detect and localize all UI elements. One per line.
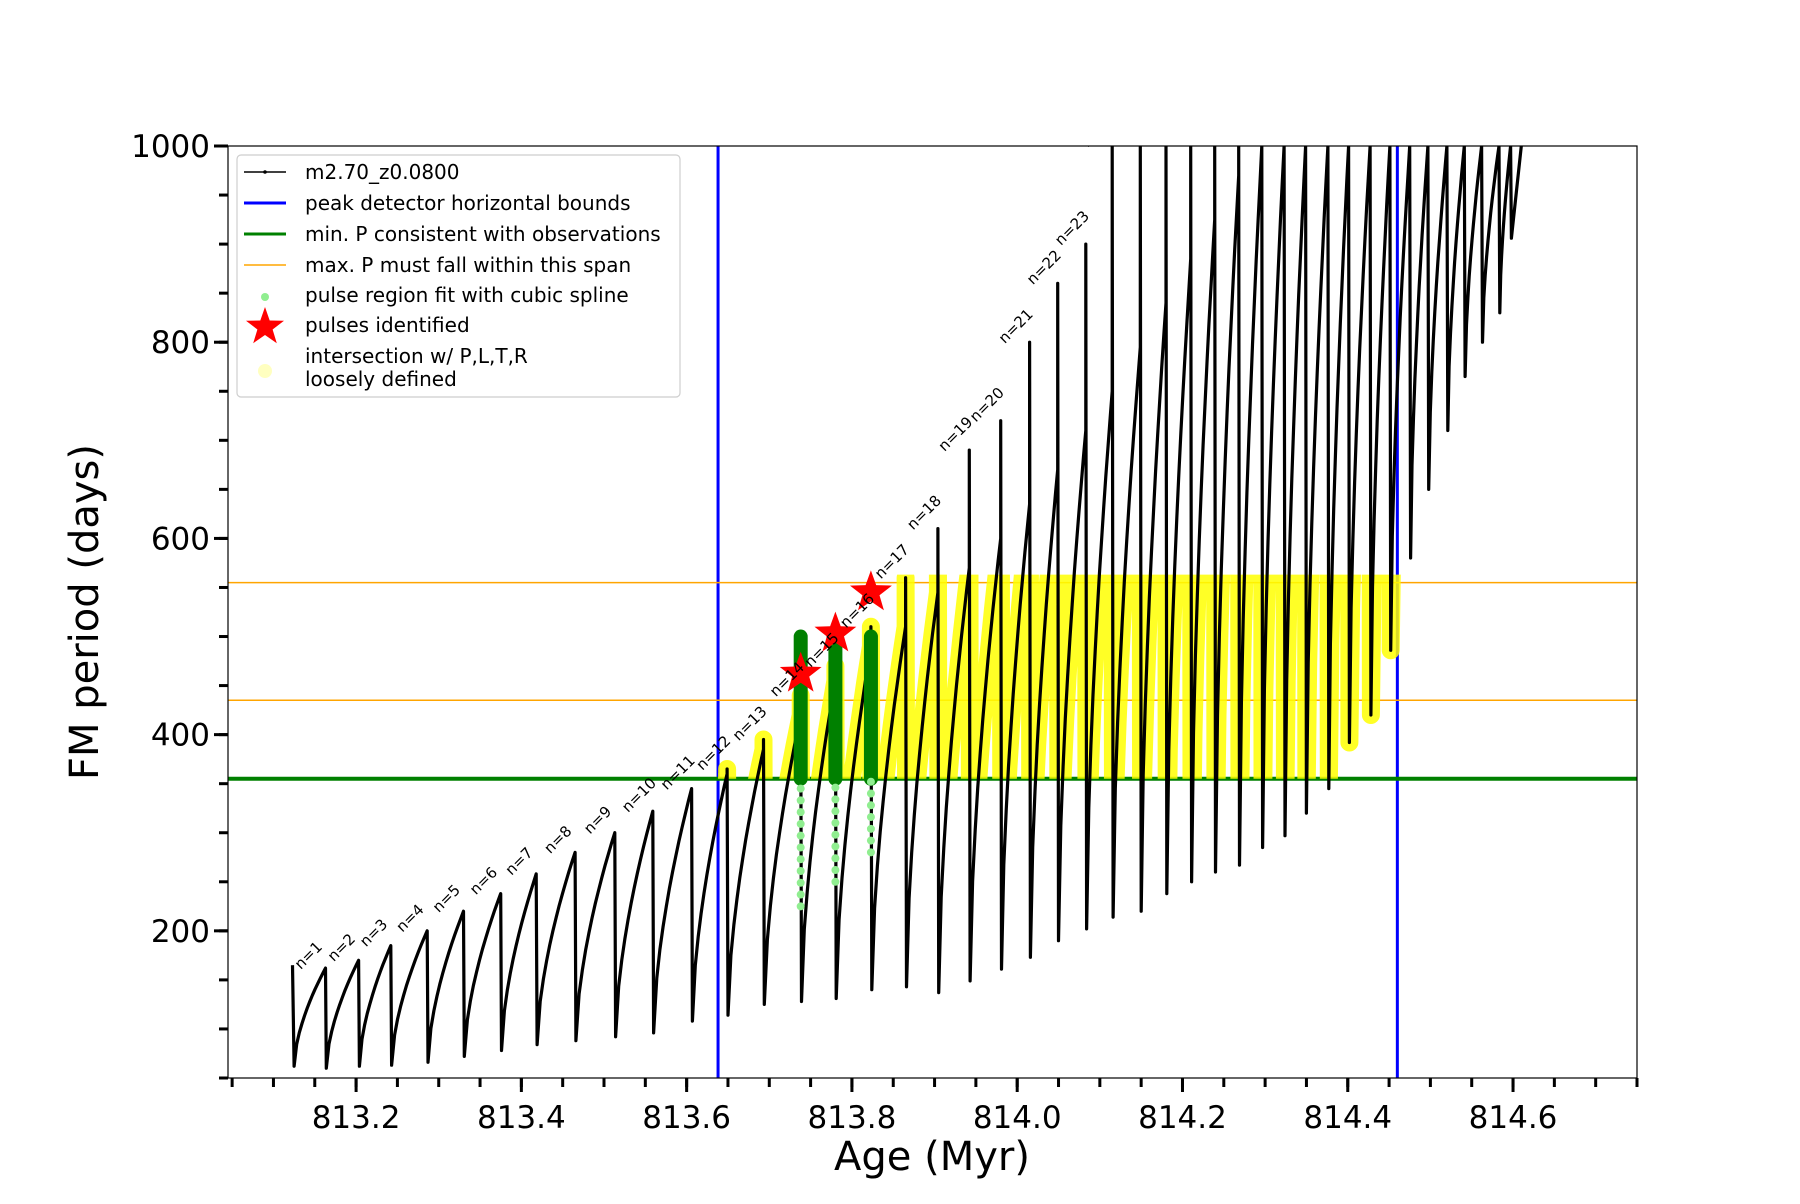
legend-label: max. P must fall within this span (305, 253, 631, 277)
spline-fit-point (831, 795, 840, 804)
x-tick-label: 814.6 (1469, 1100, 1558, 1136)
spline-fit-point (796, 878, 805, 887)
spline-fit-point (831, 807, 840, 816)
pulse-number-label: n=9 (580, 802, 615, 837)
legend-series-dot-icon (263, 170, 267, 174)
spline-fit-point (796, 831, 805, 840)
spline-fit-point (796, 808, 805, 817)
pulse-number-label: n=8 (540, 822, 575, 857)
legend-label: peak detector horizontal bounds (305, 191, 631, 215)
y-axis-label: FM period (days) (62, 444, 108, 780)
y-tick-label: 1000 (131, 129, 210, 165)
y-tick-label: 400 (151, 718, 210, 754)
plot-frame (227, 145, 1638, 1079)
legend-dot-icon (261, 293, 269, 301)
pulse-identified-star (779, 651, 822, 692)
spline-fit-point (831, 877, 840, 886)
spline-fit-point (866, 789, 875, 798)
pulse-number-label: n=5 (429, 881, 464, 916)
spline-fit-point (866, 777, 875, 786)
spline-fit-point (866, 848, 875, 857)
spline-fit-point (831, 854, 840, 863)
legend-label: pulses identified (305, 313, 470, 337)
pulse-number-label: n=2 (324, 930, 359, 965)
legend-label: m2.70_z0.0800 (305, 160, 460, 184)
y-tick-label: 600 (151, 521, 210, 557)
spline-fit-point (831, 830, 840, 839)
spline-fit-point (796, 843, 805, 852)
pulse-number-label: n=3 (356, 915, 391, 950)
pulse-number-label: n=7 (502, 844, 537, 879)
spline-fit-point (796, 890, 805, 899)
pulse-identified-star (850, 570, 892, 611)
pulse-number-label: n=11 (657, 752, 699, 794)
x-axis-label: Age (Myr) (834, 1134, 1030, 1180)
axes: 813.2 813.4 813.6 813.8 814.0 814.2 814.4 814.6… (131, 129, 1639, 1136)
pulse-identified-star (814, 611, 857, 652)
y-tick-label: 200 (151, 914, 210, 950)
legend-star-icon (246, 307, 284, 344)
legend-circle-icon (258, 364, 272, 378)
x-tick-label: 814.4 (1303, 1100, 1392, 1136)
legend-label: pulse region fit with cubic spline (305, 283, 629, 307)
legend-label: intersection w/ P,L,T,R (305, 344, 528, 368)
pulse-number-label: n=4 (392, 901, 427, 936)
legend-box (236, 154, 681, 398)
x-tick-label: 813.8 (808, 1100, 897, 1136)
spline-fit-point (831, 866, 840, 875)
pulse-number-label: n=6 (466, 863, 501, 898)
pulse-number-label: n=20 (966, 384, 1008, 426)
pulse-number-label: n=19 (935, 413, 977, 455)
spline-fit-point (796, 902, 805, 911)
legend-label: min. P consistent with observations (305, 222, 661, 246)
y-tick-label: 800 (151, 325, 210, 361)
spline-fit-point (866, 836, 875, 845)
legend-label: loosely defined (305, 367, 457, 391)
pulse-number-label: n=24 (1078, 109, 1120, 151)
spline-fit-point (866, 801, 875, 810)
pulse-number-label: n=18 (903, 492, 945, 534)
spline-fit-point (831, 818, 840, 827)
spline-fit-point (796, 866, 805, 875)
spline-fit-point (866, 813, 875, 822)
spline-fit-point (831, 783, 840, 792)
spline-fit-point (796, 855, 805, 864)
pulse-number-label: n=23 (1051, 207, 1093, 249)
x-tick-label: 814.0 (973, 1100, 1062, 1136)
spline-fit-point (831, 842, 840, 851)
spline-fit-point (796, 796, 805, 805)
pulse-number-label: n=21 (995, 305, 1037, 347)
pulse-number-label: n=1 (291, 938, 326, 973)
pulse-number-label: n=22 (1023, 246, 1065, 288)
spline-fit-point (796, 784, 805, 793)
x-tick-label: 813.6 (642, 1100, 731, 1136)
series-line-m2.70_z0.0800 (290, 146, 1523, 1070)
spline-fit-point (866, 824, 875, 833)
x-tick-label: 814.2 (1138, 1100, 1227, 1136)
x-tick-label: 813.2 (312, 1100, 401, 1136)
spline-fit-point (796, 819, 805, 828)
x-tick-label: 813.4 (477, 1100, 566, 1136)
